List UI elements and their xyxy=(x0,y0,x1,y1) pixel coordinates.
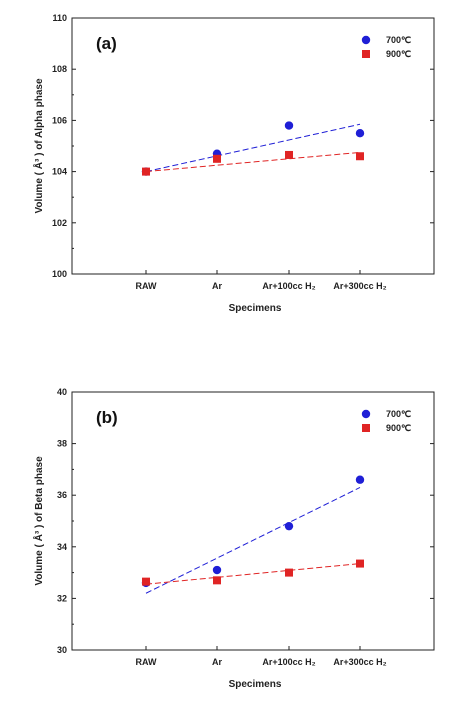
y-tick-label: 100 xyxy=(52,269,67,279)
x-tick-label: RAW xyxy=(136,281,158,291)
data-point-900c xyxy=(142,167,150,176)
legend-label: 700℃ xyxy=(386,35,411,45)
trend-line-700c xyxy=(145,123,361,173)
x-axis-label: Specimens xyxy=(229,303,282,314)
data-point-700c xyxy=(284,121,294,130)
legend-label: 900℃ xyxy=(386,423,411,433)
y-tick-label: 30 xyxy=(57,645,67,655)
y-tick-label: 32 xyxy=(57,593,67,603)
y-axis-label: Volume ( Å³ ) of Alpha phase xyxy=(32,78,45,213)
data-point-900c xyxy=(213,154,221,163)
data-point-900c xyxy=(285,150,293,159)
legend-marker-700c xyxy=(361,409,371,419)
data-point-900c xyxy=(356,152,364,161)
data-point-900c xyxy=(356,559,364,568)
plot-frame xyxy=(71,17,435,275)
y-tick-label: 110 xyxy=(52,13,67,23)
data-point-900c xyxy=(213,576,221,585)
x-tick-label: Ar+300cc H₂ xyxy=(333,281,386,291)
x-tick-label: RAW xyxy=(136,657,158,667)
y-tick-label: 108 xyxy=(52,64,67,74)
x-tick-label: Ar+100cc H₂ xyxy=(262,281,315,291)
x-tick-label: Ar xyxy=(212,657,222,667)
y-tick-label: 40 xyxy=(57,387,67,397)
y-tick-label: 38 xyxy=(57,439,67,449)
trend-line-900c xyxy=(145,151,361,173)
data-point-700c xyxy=(212,565,222,575)
y-axis-label: Volume ( Å³ ) of Beta phase xyxy=(32,456,45,586)
y-tick-label: 104 xyxy=(52,167,67,177)
y-tick-label: 102 xyxy=(52,218,67,228)
data-point-900c xyxy=(285,568,293,577)
data-point-700c xyxy=(355,129,365,138)
legend-label: 700℃ xyxy=(386,409,411,419)
plot-frame xyxy=(71,391,435,651)
trend-line-700c xyxy=(145,487,361,594)
legend-marker-900c xyxy=(362,424,370,432)
data-point-700c xyxy=(355,475,365,484)
chart-panel-b: 30 32 34 36 38 40 RAW Ar Ar+100cc H₂ Ar+300cc H₂ S… xyxy=(32,387,435,690)
legend-label: 900℃ xyxy=(386,49,411,59)
legend-marker-700c xyxy=(361,35,371,45)
panel-label: (a) xyxy=(96,34,117,53)
y-tick-label: 36 xyxy=(57,490,67,500)
x-axis-label: Specimens xyxy=(229,679,282,690)
chart-panel-a: 100 102 104 106 108 110 RAW Ar Ar+100cc H₂ Ar+300… xyxy=(32,13,435,314)
legend-marker-900c xyxy=(362,50,370,58)
panel-label: (b) xyxy=(96,408,118,427)
trend-line-900c xyxy=(145,563,361,585)
data-point-900c xyxy=(142,577,150,586)
y-tick-label: 34 xyxy=(57,542,67,552)
data-point-700c xyxy=(284,521,294,531)
x-tick-label: Ar+100cc H₂ xyxy=(262,657,315,667)
y-tick-label: 106 xyxy=(52,115,67,125)
x-tick-label: Ar xyxy=(212,281,222,291)
x-tick-label: Ar+300cc H₂ xyxy=(333,657,386,667)
